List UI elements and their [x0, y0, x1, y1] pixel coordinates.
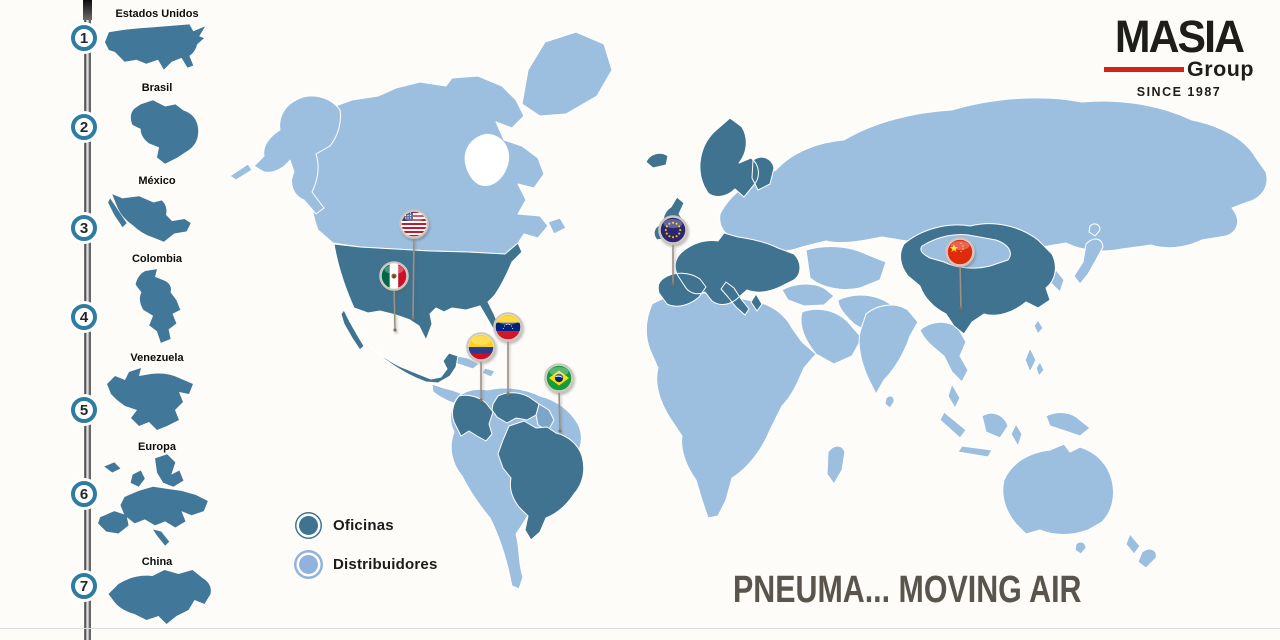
mexico-flag — [381, 263, 407, 289]
map-region-alaska — [229, 95, 341, 215]
masia-group-logo: MASIA Group SINCE 1987 — [1100, 11, 1258, 99]
sidebar-item-europa: Europa — [138, 441, 176, 453]
timeline-badge-5: 5 — [71, 397, 97, 423]
brazil-silhouette-icon — [130, 100, 199, 164]
sidebar-item-colombia: Colombia — [131, 253, 183, 265]
europe-flag-pin — [658, 215, 688, 286]
badge-number: 1 — [79, 29, 89, 47]
timeline-badge-1: 1 — [71, 25, 97, 51]
map-region-southeast-asia — [919, 321, 969, 409]
colombia-flag-pin — [466, 332, 496, 402]
venezuela-silhouette-icon — [107, 368, 193, 430]
badge-number: 5 — [79, 401, 89, 419]
distributors-legend-swatch — [299, 555, 318, 574]
badge-number: 7 — [79, 577, 89, 595]
timeline-badge-4: 4 — [71, 304, 97, 330]
china-silhouette-icon — [108, 570, 211, 624]
sidebar-item-estados-unidos: Estados Unidos — [115, 8, 199, 20]
sidebar-item-brasil: Brasil — [141, 82, 173, 94]
map-region-usa — [333, 242, 523, 341]
map-region-arabia — [800, 308, 863, 365]
map-region-turkey — [781, 283, 835, 307]
map-region-indonesia — [939, 411, 1091, 458]
map-region-mexico — [340, 306, 459, 384]
timeline-rail-cap — [83, 0, 92, 20]
logo-brand-text: MASIA — [1114, 11, 1245, 62]
page-title: PNEUMA... MOVING AIR — [733, 569, 1082, 611]
map-region-philippines — [1024, 347, 1045, 377]
page-bottom-edge — [0, 628, 1280, 629]
timeline-badge-3: 3 — [71, 215, 97, 241]
hudson-bay — [464, 133, 510, 186]
map-region-russia — [719, 97, 1268, 252]
map-region-brazil — [497, 420, 585, 541]
sidebar-item-china: China — [141, 556, 173, 568]
sidebar-item-venezuela: Venezuela — [130, 352, 184, 364]
map-region-india — [858, 304, 919, 409]
map-region-korea-japan — [1033, 223, 1104, 335]
legend-distributors: Distribuidores — [299, 555, 437, 574]
logo-red-line — [1104, 67, 1184, 72]
mexico-flag-pin — [379, 261, 409, 332]
map-region-central-asia — [805, 246, 887, 291]
map-region-greenland — [521, 31, 613, 117]
badge-number: 6 — [79, 485, 89, 503]
eu-flag — [660, 217, 686, 243]
timeline-badge-2: 2 — [71, 114, 97, 140]
usa-silhouette-icon — [104, 24, 206, 70]
colombia-silhouette-icon — [135, 269, 181, 343]
timeline-badge-6: 6 — [71, 481, 97, 507]
map-region-new-zealand — [1125, 533, 1157, 569]
map-region-australia — [1002, 443, 1115, 555]
map-region-venezuela — [491, 392, 540, 424]
distributors-legend-label: Distribuidores — [333, 556, 438, 573]
mexico-silhouette-icon — [108, 194, 191, 242]
usa-flag-pin — [399, 209, 429, 320]
offices-legend-swatch — [299, 516, 318, 535]
venezuela-flag-pin — [493, 312, 523, 396]
logo-tagline: SINCE 1987 — [1136, 84, 1222, 99]
logo-group-row: Group — [1100, 57, 1258, 82]
logo-group-text: Group — [1187, 56, 1254, 81]
china-flag-pin: ★ — [945, 237, 975, 310]
map-region-africa — [645, 292, 846, 519]
map-region-colombia — [451, 394, 494, 442]
europe-silhouette-icon — [98, 454, 208, 546]
timeline-badge-7: 7 — [71, 573, 97, 599]
badge-number: 2 — [79, 118, 89, 136]
legend-offices: Oficinas — [299, 516, 394, 535]
offices-legend-label: Oficinas — [333, 517, 394, 534]
sidebar-item-mexico: México — [138, 175, 176, 187]
badge-number: 4 — [79, 308, 89, 326]
map-region-europe — [645, 117, 801, 316]
brazil-flag-pin — [544, 363, 574, 433]
badge-number: 3 — [79, 219, 89, 237]
map-region-newfoundland — [547, 217, 567, 235]
